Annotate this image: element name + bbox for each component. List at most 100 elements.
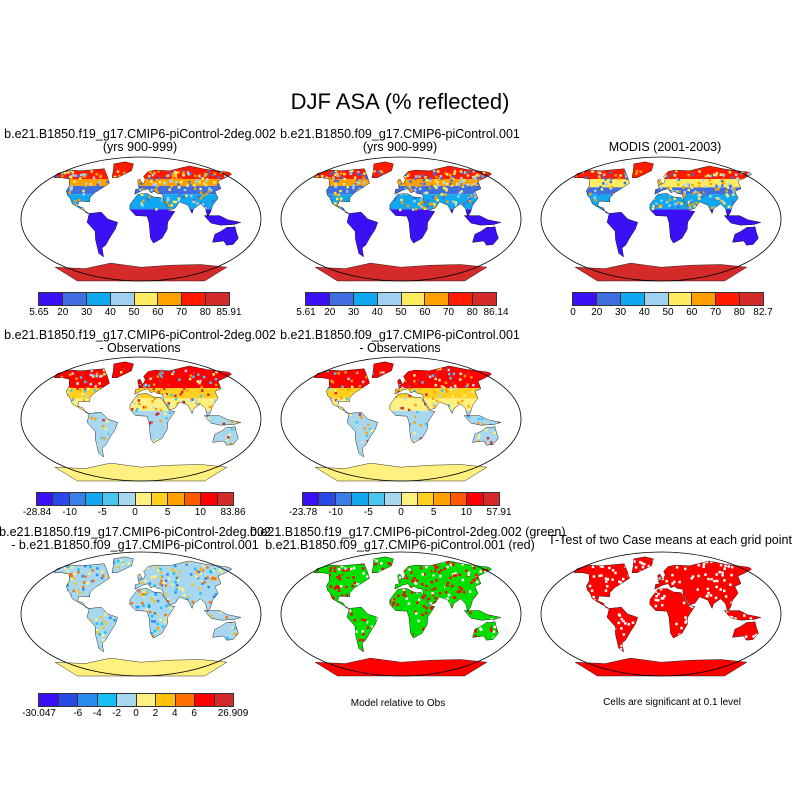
grid-cell <box>212 569 216 572</box>
grid-cell <box>436 610 440 613</box>
grid-cell <box>338 187 341 190</box>
grid-cell <box>432 560 436 563</box>
grid-cell <box>332 651 336 655</box>
grid-cell <box>502 391 505 394</box>
grid-cell <box>160 198 164 202</box>
grid-cell <box>409 386 413 389</box>
grid-cell <box>125 573 129 576</box>
grid-cell <box>95 622 99 625</box>
grid-cell <box>237 606 241 610</box>
grid-cell <box>254 624 257 627</box>
grid-cell <box>464 419 467 423</box>
grid-cell <box>365 375 368 379</box>
grid-cell <box>148 605 151 608</box>
grid-cell <box>176 409 179 412</box>
grid-cell <box>639 647 642 650</box>
grid-cell <box>454 614 458 618</box>
grid-cell <box>32 208 35 211</box>
grid-cell <box>322 404 326 408</box>
grid-cell <box>51 634 54 637</box>
grid-cell <box>128 420 132 423</box>
grid-cell <box>214 593 218 596</box>
grid-cell <box>302 599 305 602</box>
grid-cell <box>247 422 250 425</box>
grid-cell <box>510 430 513 433</box>
grid-cell <box>675 189 679 193</box>
grid-cell <box>44 639 47 642</box>
grid-cell <box>392 172 396 176</box>
grid-cell <box>495 645 498 649</box>
grid-cell <box>363 596 367 599</box>
grid-cell <box>40 204 43 207</box>
grid-cell <box>23 619 26 622</box>
grid-cell <box>364 400 367 403</box>
land-fill <box>286 556 509 676</box>
grid-cell <box>218 568 222 572</box>
grid-cell <box>506 610 509 613</box>
grid-cell <box>385 578 389 581</box>
grid-cell <box>749 579 752 583</box>
grid-cell <box>451 608 454 612</box>
grid-cell <box>82 173 85 176</box>
grid-cell <box>592 643 596 647</box>
grid-cell <box>127 606 130 609</box>
grid-cell <box>340 396 343 400</box>
grid-cell <box>635 203 639 206</box>
grid-cell <box>97 601 101 604</box>
grid-cell <box>432 402 435 406</box>
grid-cell <box>480 199 484 202</box>
grid-cell <box>32 636 35 639</box>
coastline-af <box>649 588 696 639</box>
coastline-uk <box>397 178 403 185</box>
grid-cell <box>435 399 439 403</box>
coastline-eu <box>654 165 752 218</box>
grid-cell <box>89 182 92 186</box>
grid-cell <box>31 201 34 204</box>
grid-cell <box>204 183 208 187</box>
grid-cell <box>654 598 658 602</box>
grid-cell <box>316 418 320 421</box>
grid-cell <box>300 636 303 639</box>
grid-cell <box>633 651 636 655</box>
grid-cell <box>360 173 363 177</box>
grid-cell <box>334 182 337 186</box>
grid-cell <box>374 193 377 196</box>
grid-cell <box>335 415 338 419</box>
grid-cell <box>467 191 470 194</box>
grid-cell <box>654 204 658 208</box>
grid-cell <box>638 198 641 201</box>
grid-cell <box>25 403 28 406</box>
grid-cell <box>30 397 33 400</box>
grid-cell <box>147 384 151 387</box>
grid-cell <box>419 645 423 649</box>
grid-cell <box>392 569 396 573</box>
grid-cell <box>155 413 158 416</box>
grid-cell <box>240 208 241 212</box>
grid-cell <box>713 206 716 209</box>
grid-cell <box>150 188 153 192</box>
grid-cell <box>134 637 138 641</box>
grid-cell <box>475 408 479 412</box>
grid-cell <box>51 579 54 582</box>
grid-cell <box>564 641 567 644</box>
grid-cell <box>195 602 199 605</box>
grid-cell <box>147 603 150 607</box>
grid-cell <box>384 395 388 398</box>
grid-cell <box>636 189 639 193</box>
grid-cell <box>451 394 455 398</box>
grid-cell <box>238 204 241 208</box>
grid-cell <box>113 408 116 412</box>
grid-cell <box>37 445 40 448</box>
grid-cell <box>760 632 761 636</box>
colorbar-tick-label: 70 <box>175 307 188 318</box>
grid-cell <box>396 369 400 373</box>
grid-cell <box>310 594 313 597</box>
colorbar-tick-label: 50 <box>128 307 140 318</box>
grid-cell <box>371 600 375 603</box>
grid-cell <box>602 176 605 179</box>
grid-cell <box>742 594 746 598</box>
grid-cell <box>579 207 582 210</box>
grid-cell <box>286 610 289 613</box>
panel-title-line1: MODIS (2001-2003) <box>608 140 722 154</box>
grid-cell <box>449 386 453 390</box>
